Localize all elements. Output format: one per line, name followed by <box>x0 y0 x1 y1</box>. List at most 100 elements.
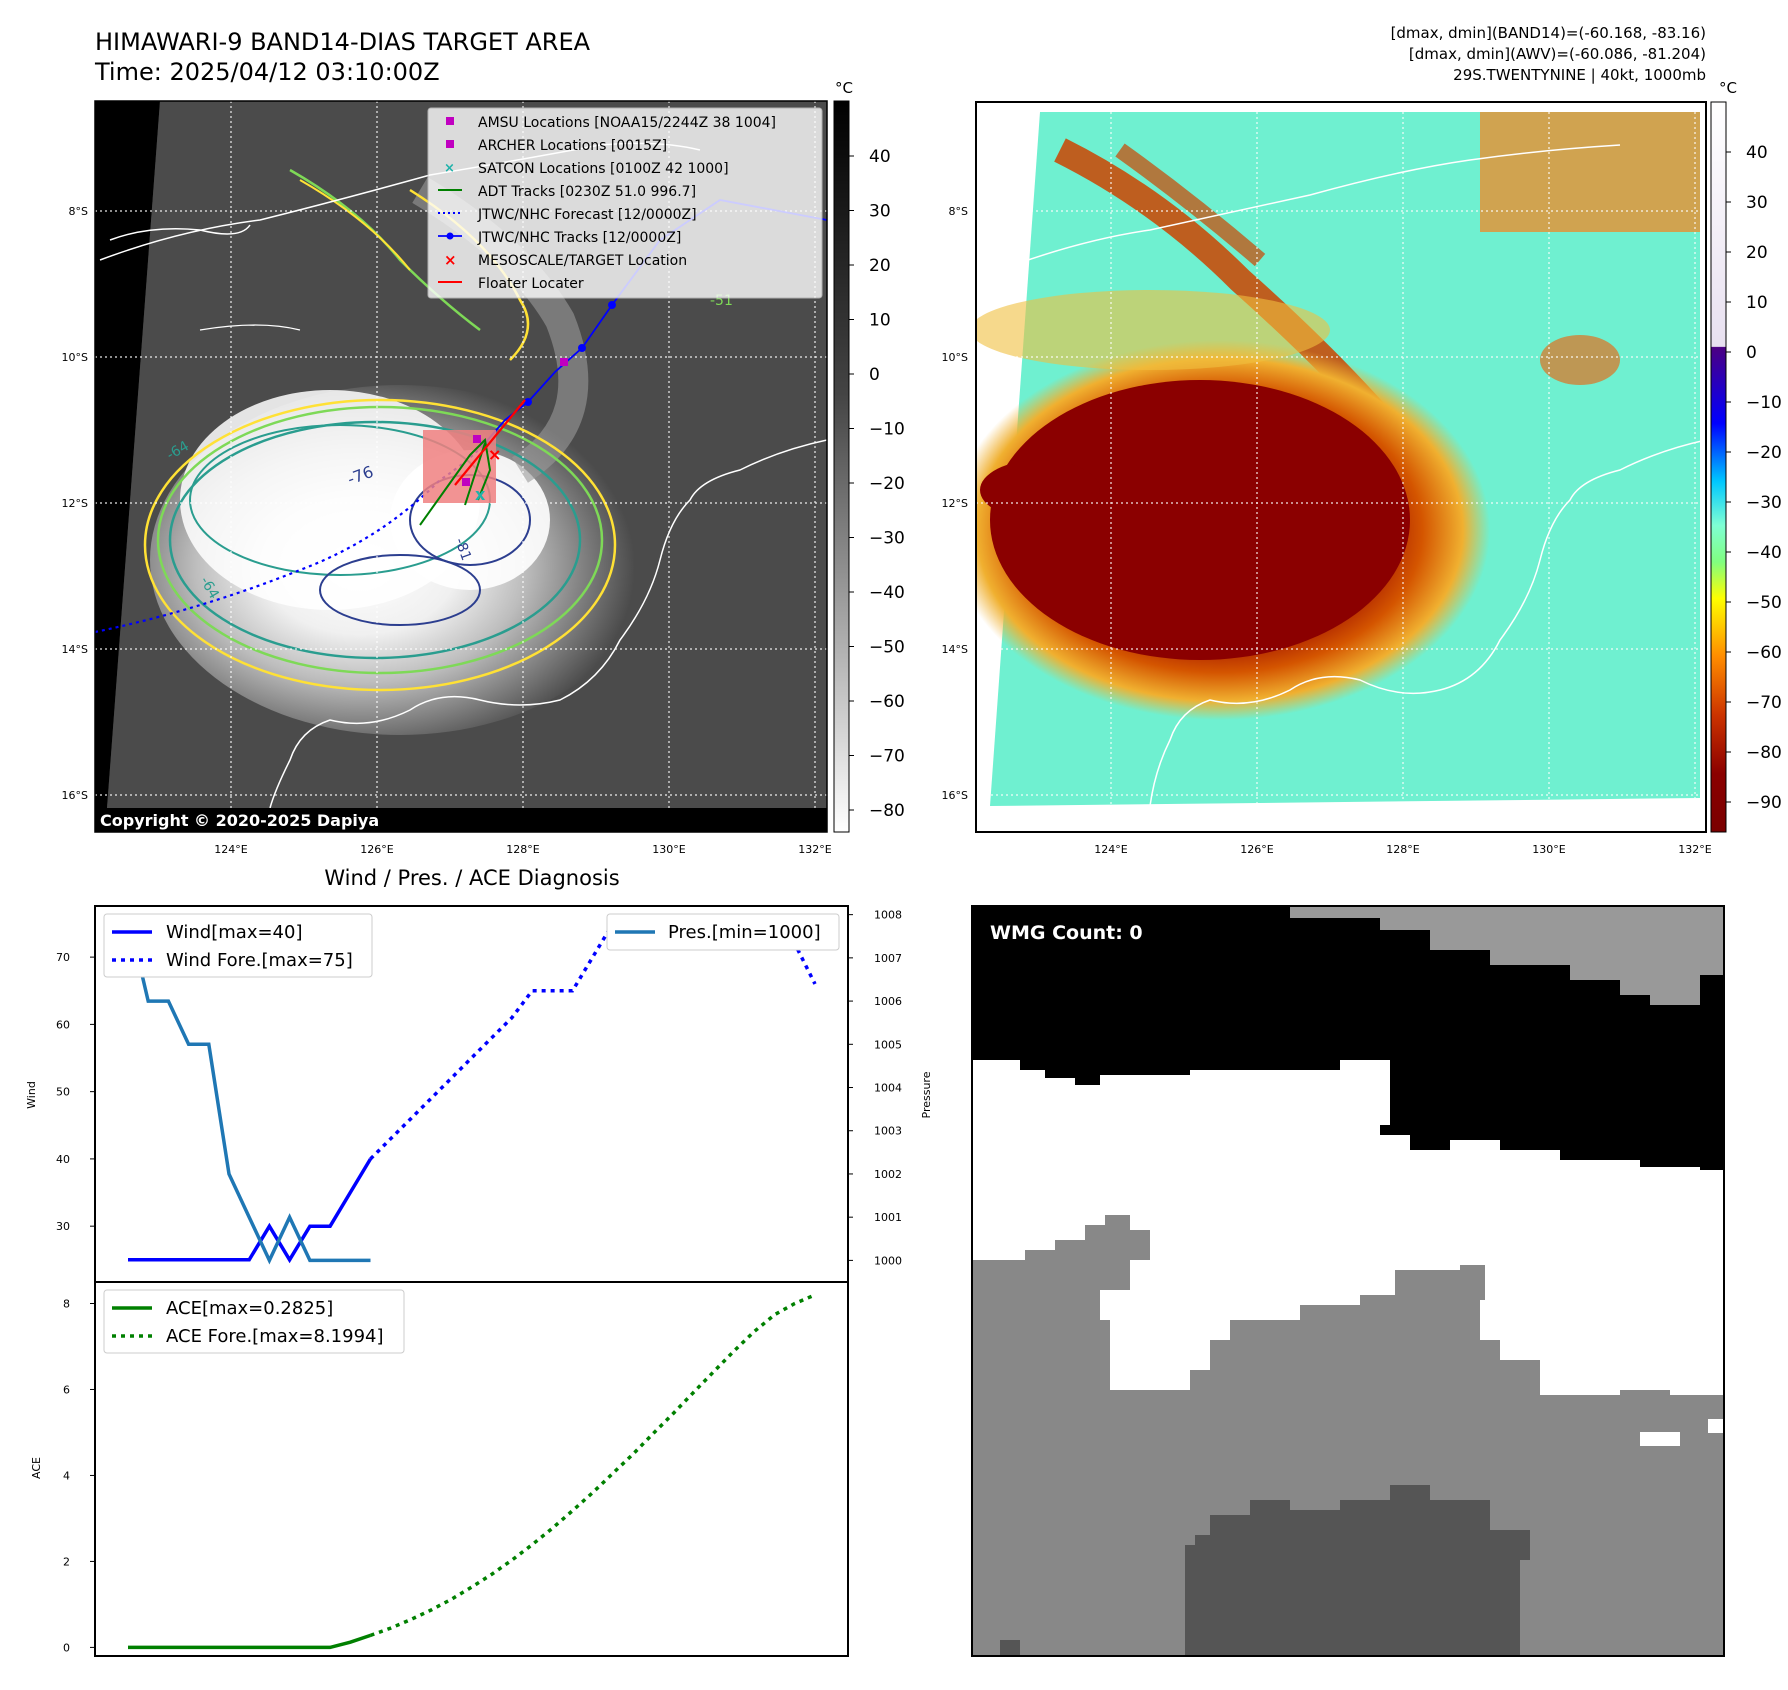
pressure-tick-label: 1005 <box>874 1038 902 1051</box>
legend-pres: Pres.[min=1000] <box>668 922 821 943</box>
wind-axis-label: Wind <box>25 1081 38 1109</box>
svg-text:16°S: 16°S <box>62 789 88 802</box>
contour-label: -81 <box>451 536 474 563</box>
legend-archer: ARCHER Locations [0015Z] <box>478 138 667 154</box>
colorbar-tick-label: 40 <box>1746 143 1768 163</box>
svg-text:130°E: 130°E <box>1532 843 1565 856</box>
ace-tick-label: 6 <box>63 1383 70 1396</box>
map2-lon-labels: 124°E 126°E 128°E 130°E 132°E <box>1094 843 1711 856</box>
pressure-tick-label: 1004 <box>874 1082 902 1095</box>
copyright: Copyright © 2020-2025 Dapiya <box>100 811 379 830</box>
map-legend: × × AMSU Locations [NOAA15/2244Z 38 1004… <box>427 107 823 299</box>
colorbar-tick-label: −70 <box>869 747 905 767</box>
colorbar-tick-label: −50 <box>1746 593 1782 613</box>
colorbar-tick-label: −30 <box>869 529 905 549</box>
legend-wind: Wind[max=40] <box>166 922 303 943</box>
wind-tick-label: 50 <box>56 1086 70 1099</box>
svg-text:×: × <box>444 251 457 269</box>
svg-text:12°S: 12°S <box>942 497 968 510</box>
legend-ace-fore: ACE Fore.[max=8.1994] <box>166 1326 384 1347</box>
info-storm: 29S.TWENTYNINE | 40kt, 1000mb <box>1453 66 1706 84</box>
pressure-tick-label: 1002 <box>874 1168 902 1181</box>
colorbar-tick-label: −20 <box>1746 443 1782 463</box>
colorbar-tick-label: −40 <box>1746 543 1782 563</box>
colorbar-tick-label: −90 <box>1746 793 1782 813</box>
ace-tick-label: 4 <box>63 1469 70 1482</box>
svg-text:8°S: 8°S <box>69 205 88 218</box>
figure-title: HIMAWARI-9 BAND14-DIAS TARGET AREA <box>95 28 591 56</box>
colorbar-tick-label: −40 <box>869 583 905 603</box>
colorbar-tick-label: −50 <box>869 638 905 658</box>
colorbar-tick-label: −70 <box>1746 693 1782 713</box>
wind-tick-label: 30 <box>56 1220 70 1233</box>
map2-lat-labels: 8°S 10°S 12°S 14°S 16°S <box>942 205 968 802</box>
svg-text:132°E: 132°E <box>798 843 831 856</box>
colorbar-tick-label: 20 <box>869 256 891 276</box>
wmg-black-region <box>972 906 1724 1170</box>
svg-text:124°E: 124°E <box>214 843 247 856</box>
svg-text:130°E: 130°E <box>652 843 685 856</box>
coastline-australia-2 <box>1149 439 1706 807</box>
colorbar-tick-label: −80 <box>869 801 905 821</box>
legend-amsu: AMSU Locations [NOAA15/2244Z 38 1004] <box>478 115 776 131</box>
pressure-tick-label: 1008 <box>874 909 902 922</box>
wind-tick-label: 60 <box>56 1018 70 1031</box>
ace-legend: ACE[max=0.2825] ACE Fore.[max=8.1994] <box>103 1289 405 1354</box>
legend-jtwc-forecast: JTWC/NHC Forecast [12/0000Z] <box>477 207 697 223</box>
colorbar-tick-label: −10 <box>869 420 905 440</box>
svg-text:°C: °C <box>1719 79 1737 97</box>
chart-title: Wind / Pres. / ACE Diagnosis <box>324 866 619 890</box>
legend-wind-fore: Wind Fore.[max=75] <box>166 950 353 971</box>
colorbar-tick-label: 30 <box>869 202 891 222</box>
pressure-tick-label: 1007 <box>874 952 902 965</box>
wind-tick-label: 40 <box>56 1153 70 1166</box>
svg-text:×: × <box>444 161 455 176</box>
ace-chart: 8 6 4 2 0 ACE ACE[max=0.2825] ACE Fore.[max=… <box>30 1281 849 1657</box>
map2-gridlines <box>976 102 1706 832</box>
svg-text:126°E: 126°E <box>1240 843 1273 856</box>
colorbar-tick-label: −10 <box>1746 393 1782 413</box>
svg-text:128°E: 128°E <box>506 843 539 856</box>
wind-pressure-chart: 70 60 50 40 30 1008 1007 1006 1005 1004 1003 1002 1… <box>25 905 933 1283</box>
legend-ace: ACE[max=0.2825] <box>166 1298 333 1319</box>
series-windline <box>128 1157 372 1264</box>
colorbar-tick-label: 0 <box>1746 343 1757 363</box>
svg-text:14°S: 14°S <box>62 643 88 656</box>
adt-track <box>419 437 492 526</box>
legend-jtwc-tracks: JTWC/NHC Tracks [12/0000Z] <box>477 230 681 246</box>
colorbar-tick-label: 10 <box>1746 293 1768 313</box>
svg-text:×: × <box>488 445 501 464</box>
pressure-tick-label: 1001 <box>874 1211 902 1224</box>
figure-time: Time: 2025/04/12 03:10:00Z <box>94 58 440 86</box>
svg-text:14°S: 14°S <box>942 643 968 656</box>
wmg-count: WMG Count: 0 <box>990 922 1143 944</box>
svg-text:10°S: 10°S <box>62 351 88 364</box>
svg-text:128°E: 128°E <box>1386 843 1419 856</box>
colorbar-gray: °C 40 30 20 10 0 −10 −20 −30 −40 −50 −60 −70 −80 <box>833 79 905 833</box>
map1-lon-labels: 124°E 126°E 128°E 130°E 132°E <box>214 843 831 856</box>
series-aceline <box>128 1633 372 1650</box>
ace-tick-label: 0 <box>63 1641 70 1654</box>
legend-satcon: SATCON Locations [0100Z 42 1000] <box>478 161 729 177</box>
colorbar-tick-label: 10 <box>869 311 891 331</box>
wmg-gray-region <box>972 1215 1724 1656</box>
legend-adt: ADT Tracks [0230Z 51.0 996.7] <box>478 184 696 200</box>
colorbar-tick-label: 0 <box>869 365 880 385</box>
coastline-timor-2 <box>999 144 1621 271</box>
wind-tick-label: 70 <box>56 951 70 964</box>
colorbar-tick-label: −30 <box>1746 493 1782 513</box>
wmg-dark-region <box>1185 1485 1530 1656</box>
colorbar-tick-label: 30 <box>1746 193 1768 213</box>
pres-legend: Pres.[min=1000] <box>606 913 840 951</box>
wmg-panel: WMG Count: 0 <box>971 905 1725 1657</box>
wind-legend: Wind[max=40] Wind Fore.[max=75] <box>103 913 373 978</box>
ace-tick-label: 2 <box>63 1555 70 1568</box>
pressure-tick-label: 1003 <box>874 1125 902 1138</box>
info-band14: [dmax, dmin](BAND14)=(-60.168, -83.16) <box>1391 24 1706 42</box>
map1-gridlines <box>95 101 827 832</box>
series-pres-line <box>126 914 371 1265</box>
legend-mesoscale: MESOSCALE/TARGET Location <box>478 253 687 269</box>
colorbar-tick-label: −80 <box>1746 743 1782 763</box>
svg-text:×: × <box>488 445 501 464</box>
colorbar-tick-label: −60 <box>869 692 905 712</box>
